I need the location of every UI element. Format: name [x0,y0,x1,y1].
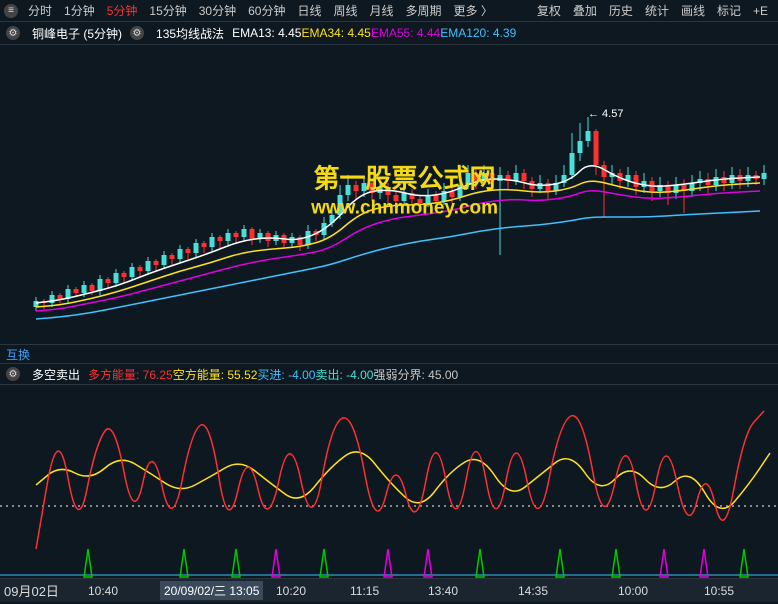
ema-label: EMA55: 4.44 [371,26,440,40]
axis-time: 10:20 [276,584,306,598]
tf-7[interactable]: 周线 [327,4,363,18]
tf-5[interactable]: 60分钟 [242,4,291,18]
tf-0[interactable]: 分时 [22,4,58,18]
axis-time: 10:00 [618,584,648,598]
tf-label: (5分钟) [83,27,122,41]
tf-3[interactable]: 15分钟 [143,4,192,18]
stock-name: 铜峰电子 [32,27,80,41]
strategy-name: 135均线战法 [156,25,224,42]
tool-0[interactable]: 复权 [531,4,567,18]
timeframe-toolbar: ≡ 分时1分钟5分钟15分钟30分钟60分钟日线周线月线多周期更多 〉 复权叠加… [0,0,778,22]
tool-3[interactable]: 统计 [639,4,675,18]
ema-label: EMA13: 4.45 [232,26,301,40]
sub-settings-icon[interactable]: ⚙ [6,367,20,381]
sub-header: ⚙ 多空卖出 多方能量: 76.25空方能量: 55.52买进: -4.00卖出… [0,364,778,384]
tf-icon: ≡ [4,4,18,18]
ema-label: EMA120: 4.39 [440,26,516,40]
sub-metric: 多方能量: 76.25 [88,366,173,383]
axis-time: 13:40 [428,584,458,598]
tf-2[interactable]: 5分钟 [101,4,144,18]
tool-4[interactable]: 画线 [675,4,711,18]
tool-1[interactable]: 叠加 [567,4,603,18]
axis-time: 14:35 [518,584,548,598]
tool-5[interactable]: 标记 [711,4,747,18]
axis-date: 09月02日 [4,581,59,600]
strategy-icon[interactable]: ⚙ [130,26,144,40]
swap-row[interactable]: 互换 [0,344,778,364]
sub-metric: 买进: -4.00 [257,366,315,383]
svg-text:← 4.57: ← 4.57 [588,108,623,120]
axis-time: 11:15 [350,584,379,598]
tf-9[interactable]: 多周期 [400,4,448,18]
crosshair-time: 20/09/02/三 13:05 [160,581,263,600]
tool-2[interactable]: 历史 [603,4,639,18]
tf-8[interactable]: 月线 [364,4,400,18]
axis-time: 10:55 [704,584,734,598]
tf-10[interactable]: 更多 〉 [448,4,499,18]
settings-icon[interactable]: ⚙ [6,26,20,40]
sub-metric: 空方能量: 55.52 [173,366,258,383]
ema-label: EMA34: 4.45 [301,26,370,40]
tf-4[interactable]: 30分钟 [193,4,242,18]
sub-name: 多空卖出 [32,366,80,383]
chart-header: ⚙ 铜峰电子 (5分钟) ⚙ 135均线战法 EMA13: 4.45EMA34:… [0,22,778,44]
sub-metric: 强弱分界: 45.00 [373,366,458,383]
sub-chart[interactable] [0,384,778,578]
time-axis: 09月02日 10:40 10:20 11:15 13:40 14:35 10:00 10:5… [0,578,778,602]
sub-metric: 卖出: -4.00 [315,366,373,383]
main-chart[interactable]: ← 4.57 第一股票公式网 www.chnmoney.com [0,44,778,344]
tf-6[interactable]: 日线 [291,4,327,18]
swap-label[interactable]: 互换 [6,346,30,363]
tf-1[interactable]: 1分钟 [58,4,101,18]
axis-time: 10:40 [88,584,118,598]
tool-6[interactable]: +E [747,4,774,18]
